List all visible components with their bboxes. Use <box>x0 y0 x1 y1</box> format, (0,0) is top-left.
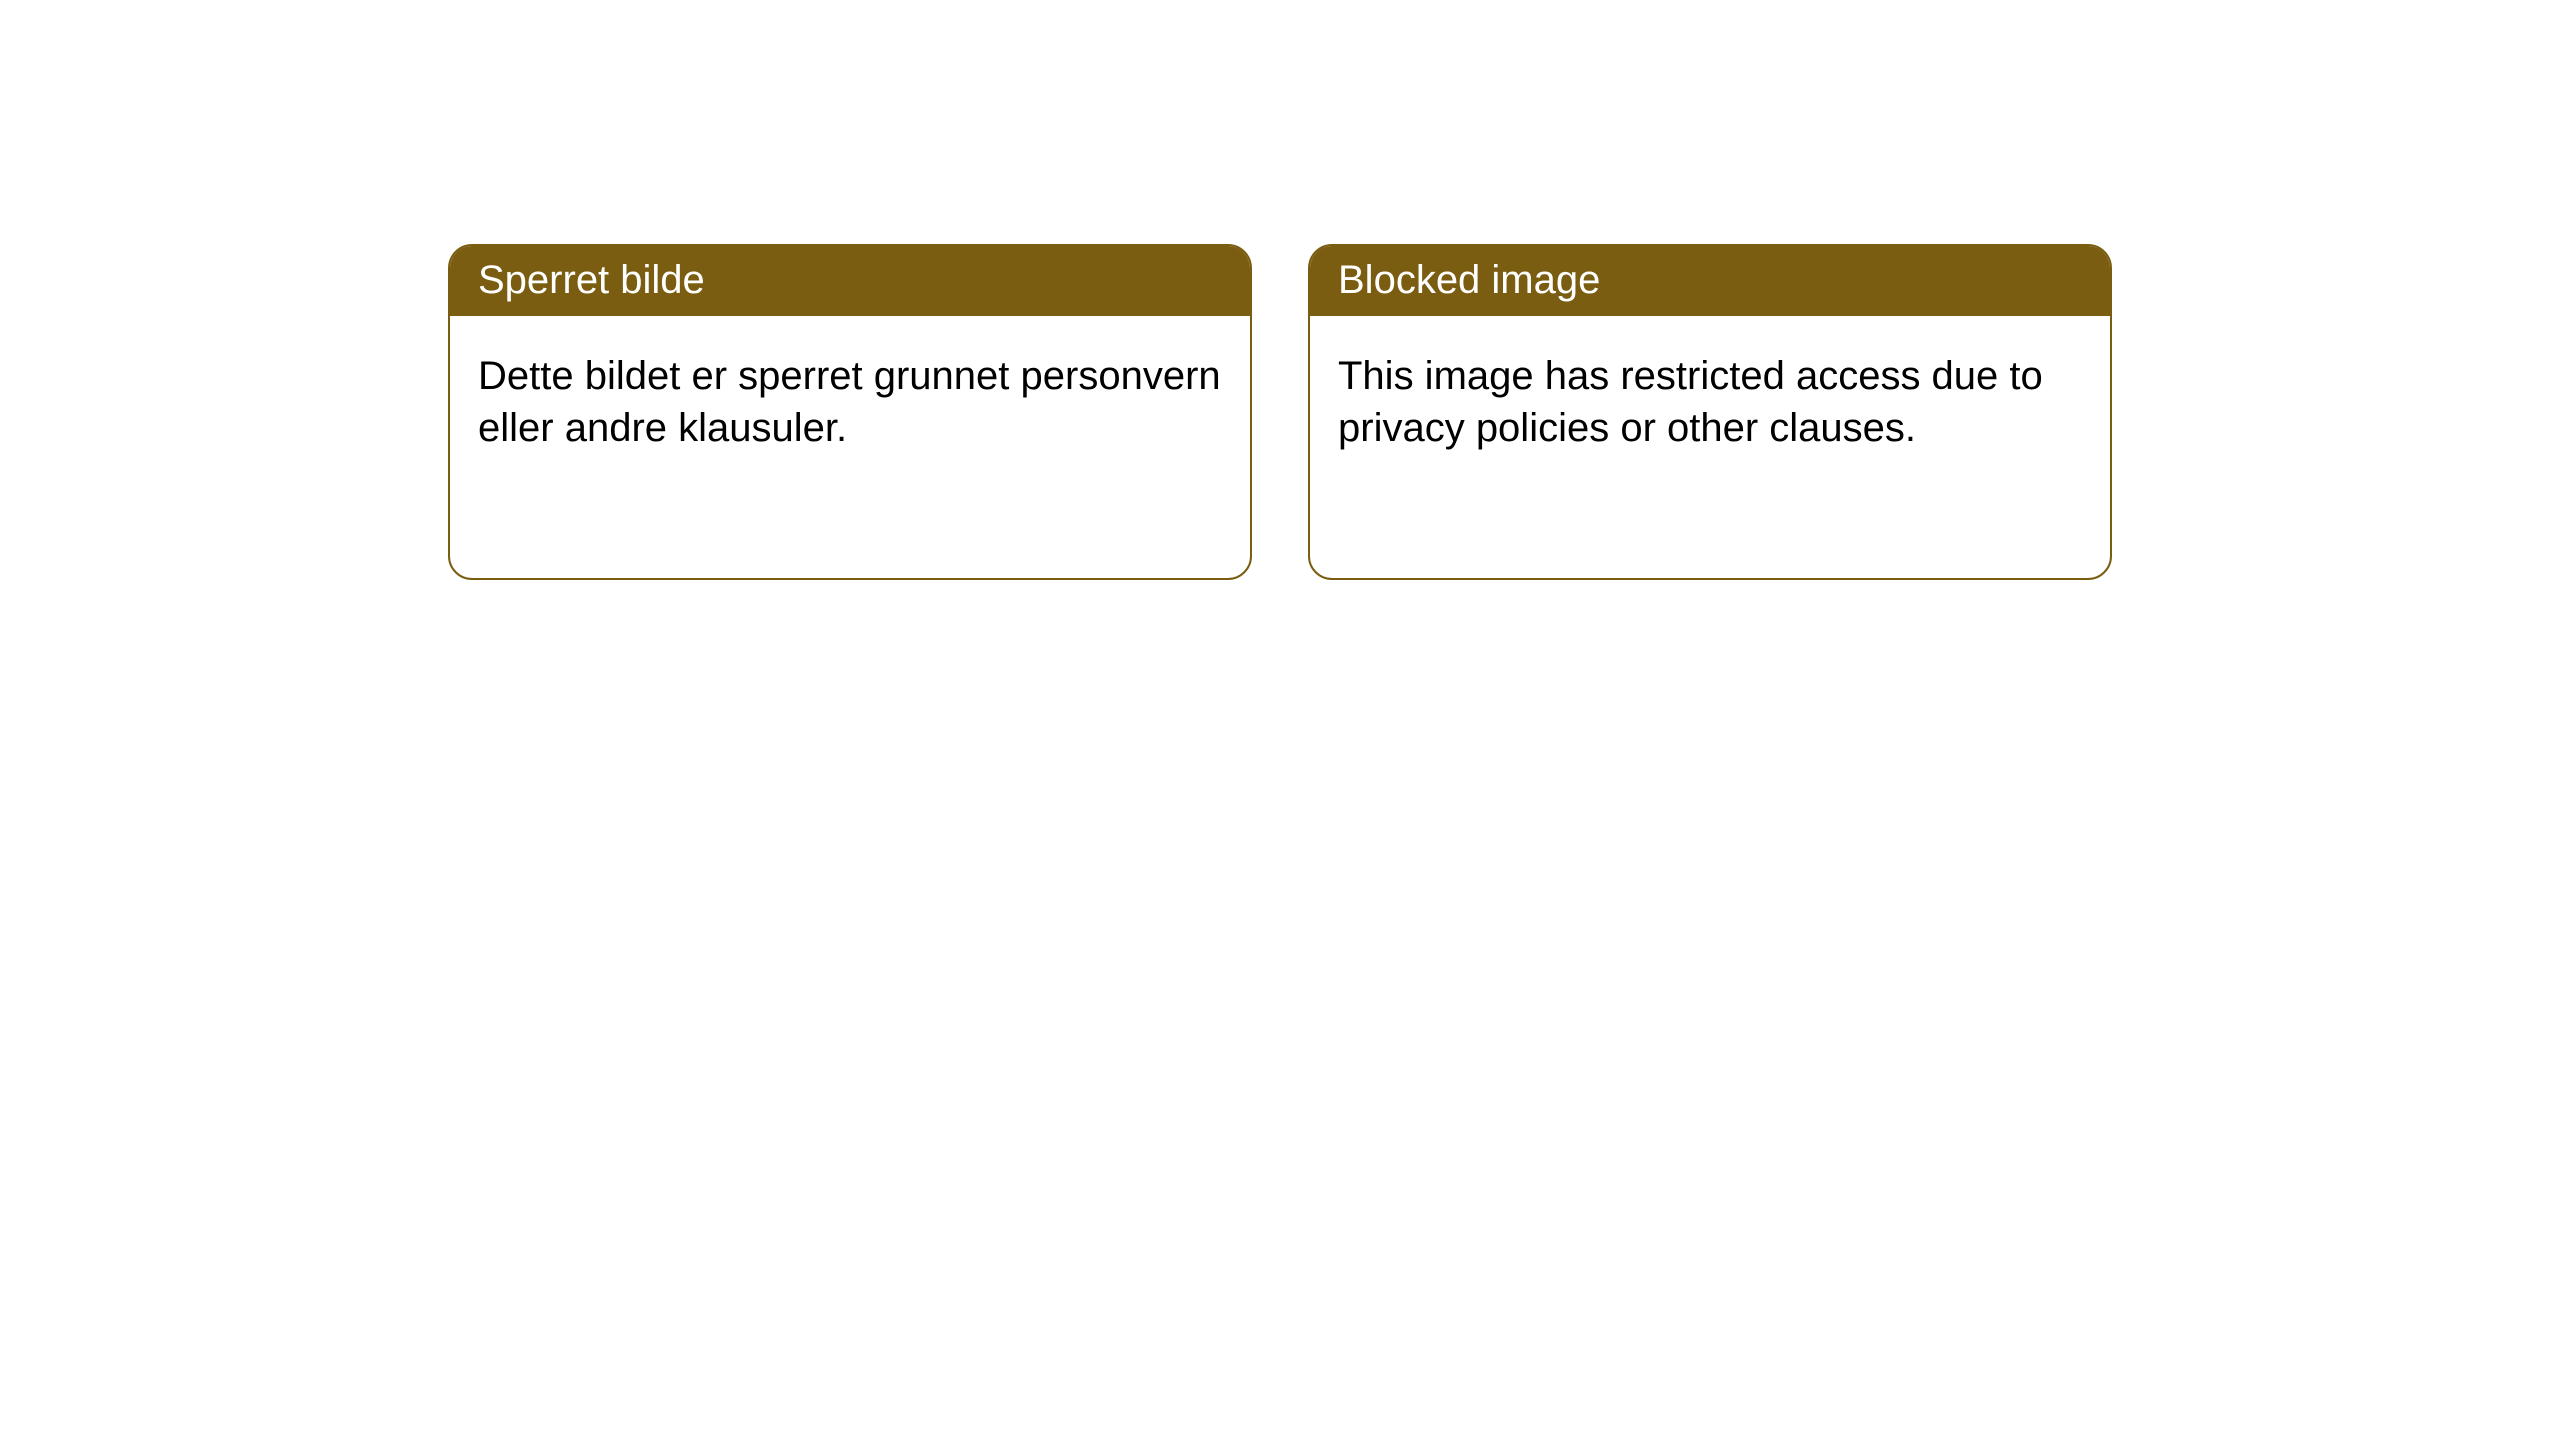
blocked-image-card-en: Blocked image This image has restricted … <box>1308 244 2112 580</box>
blocked-image-card-no: Sperret bilde Dette bildet er sperret gr… <box>448 244 1252 580</box>
card-body-text-no: Dette bildet er sperret grunnet personve… <box>478 354 1221 450</box>
card-body-no: Dette bildet er sperret grunnet personve… <box>450 316 1250 488</box>
card-body-en: This image has restricted access due to … <box>1310 316 2110 488</box>
cards-container: Sperret bilde Dette bildet er sperret gr… <box>448 244 2112 580</box>
card-body-text-en: This image has restricted access due to … <box>1338 354 2043 450</box>
card-header-en: Blocked image <box>1310 246 2110 316</box>
card-header-title-no: Sperret bilde <box>478 258 705 302</box>
card-header-title-en: Blocked image <box>1338 258 1600 302</box>
card-header-no: Sperret bilde <box>450 246 1250 316</box>
